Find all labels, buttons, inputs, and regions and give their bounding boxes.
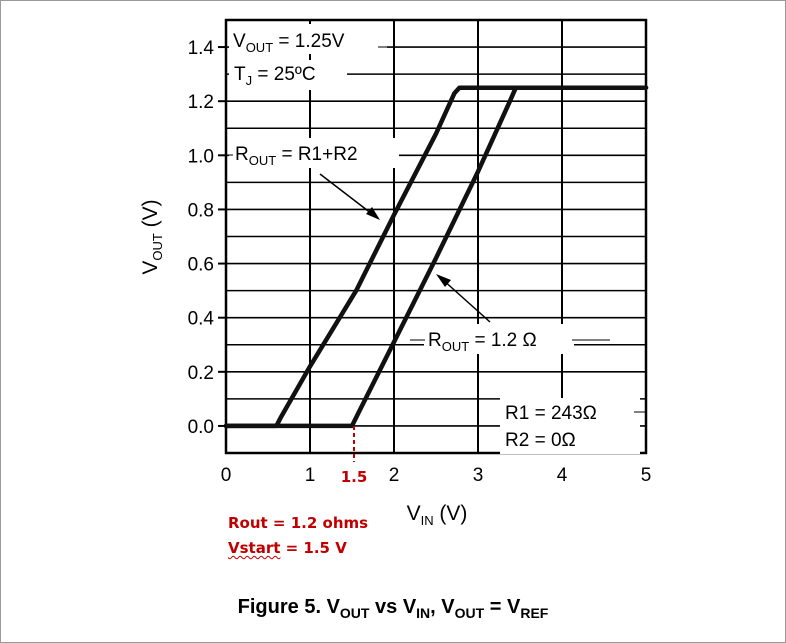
series-line-2: [223, 85, 649, 429]
tj-annotation: TJ = 25ºC: [234, 64, 316, 88]
chart-ticks: 0.0 0.2 0.4 0.6 0.8 1.0 1.2 1.4 0 1 2 3 4 5: [188, 38, 652, 486]
rout-b-arrowhead: [436, 274, 451, 287]
chart-annotations: VOUT = 1.25V TJ = 25ºC ROUT = R1+R2 ROUT…: [226, 24, 646, 486]
x-tick-label: 3: [473, 465, 484, 486]
figure-caption: Figure 5. VOUT vs VIN, VOUT = VREF: [237, 596, 549, 621]
rout-b-arrow: [441, 278, 491, 323]
y-tick-label: 0.0: [188, 417, 214, 438]
y-tick-label: 0.4: [188, 309, 215, 330]
x-tick-label: 0: [221, 465, 232, 486]
rout-note: Rout = 1.2 ohms: [228, 514, 369, 532]
rout-b-annotation: ROUT = 1.2 Ω: [428, 330, 537, 354]
y-axis-label: VOUT (V): [139, 199, 165, 274]
x-tick-label: 1: [305, 465, 316, 486]
series-line-1: [223, 85, 649, 429]
vstart-note: Vstart = 1.5 V: [228, 539, 347, 557]
y-tick-label: 1.0: [188, 146, 214, 167]
x-axis-label: VIN (V): [407, 502, 468, 528]
r1-annotation: R1 = 243Ω: [505, 403, 597, 424]
vstart-value: = 1.5 V: [280, 539, 347, 557]
line-chart: 0.00.20.40.60.81.01.21.40 1 2 3 4 5 VOUT (V) …: [139, 18, 652, 528]
resistor-box-bg: [500, 398, 640, 454]
y-tick-label: 1.4: [188, 38, 215, 59]
x-tick-label: 4: [557, 465, 568, 486]
y-tick-label: 0.8: [188, 200, 214, 221]
vout-annotation: VOUT = 1.25V: [233, 31, 345, 55]
y-tick-label: 1.2: [188, 92, 214, 113]
chart-series: [223, 85, 649, 429]
rout-b-annotation-bg: [424, 324, 574, 354]
y-tick-label: 0.2: [188, 363, 214, 384]
vout-annotation-bg: [229, 24, 387, 54]
y-tick-label: 0.6: [188, 255, 214, 276]
x-tick-label: 2: [389, 465, 400, 486]
r2-annotation: R2 = 0Ω: [505, 430, 576, 451]
vstart-marker-label: 1.5: [341, 468, 368, 486]
rout-a-annotation-bg: [229, 138, 399, 168]
rout-a-arrowhead: [366, 207, 380, 220]
rout-a-annotation: ROUT = R1+R2: [235, 144, 358, 168]
tj-annotation-bg: [229, 60, 347, 90]
x-tick-label: 5: [641, 465, 652, 486]
vstart-word: Vstart: [228, 539, 281, 557]
rout-a-arrow: [319, 173, 377, 218]
